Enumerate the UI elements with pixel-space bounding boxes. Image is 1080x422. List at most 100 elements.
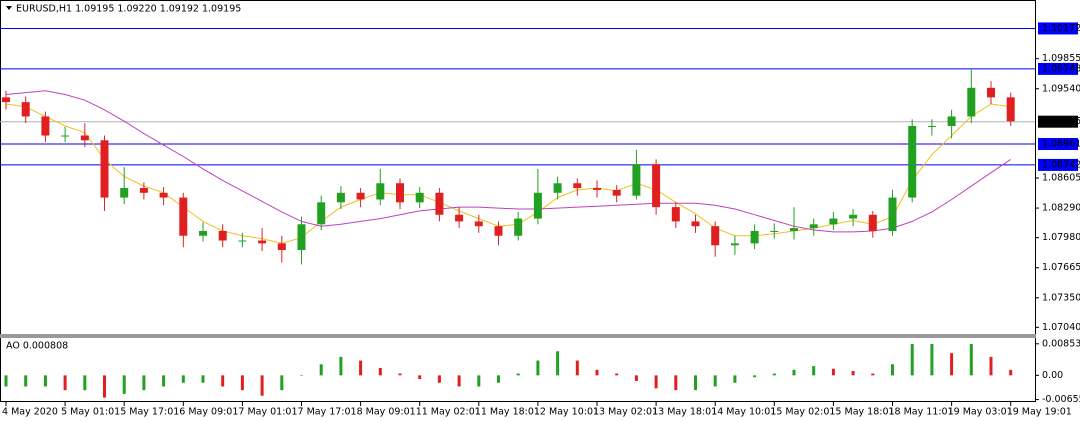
candle-body bbox=[139, 188, 148, 193]
level-label: 1.08961 bbox=[1042, 139, 1080, 150]
y-tick-label: 1.09540 bbox=[1042, 83, 1080, 94]
candle-body bbox=[770, 230, 779, 232]
ao-bar bbox=[713, 375, 717, 387]
y-tick-label: 1.08605 bbox=[1042, 172, 1080, 183]
candle-body bbox=[61, 135, 70, 137]
candle-body bbox=[80, 135, 89, 141]
candle-body bbox=[868, 214, 877, 231]
ao-bar bbox=[772, 373, 776, 376]
ao-bar bbox=[674, 375, 678, 391]
level-label-box bbox=[1038, 22, 1078, 35]
ao-bar bbox=[201, 375, 205, 383]
ao-bar bbox=[398, 373, 402, 376]
ao-bar bbox=[378, 367, 382, 376]
candle-body bbox=[336, 192, 345, 203]
candle-body bbox=[829, 218, 838, 225]
ao-bar bbox=[63, 375, 67, 391]
candle-body bbox=[908, 125, 917, 198]
x-tick-label: 6 May 09:01 bbox=[179, 407, 238, 418]
candle-body bbox=[297, 224, 306, 251]
candle-body bbox=[711, 226, 720, 246]
candle-body bbox=[415, 192, 424, 203]
ao-bar bbox=[851, 370, 855, 376]
candle-body bbox=[987, 87, 995, 98]
candle-body bbox=[750, 230, 759, 244]
ao-bar bbox=[240, 375, 244, 391]
ao-bar bbox=[556, 351, 560, 376]
candle-body bbox=[573, 183, 582, 189]
ao-bar bbox=[615, 373, 619, 376]
candle-body bbox=[396, 183, 404, 203]
panel-separator bbox=[0, 334, 1036, 338]
candle-body bbox=[2, 97, 10, 103]
x-tick-label: 5 May 01:01 bbox=[61, 407, 120, 418]
chart-title: EURUSD,H1 1.09195 1.09220 1.09192 1.0919… bbox=[16, 4, 241, 15]
candle-body bbox=[632, 164, 641, 196]
ao-bar bbox=[969, 343, 973, 376]
ao-bar bbox=[260, 375, 264, 396]
level-label-box bbox=[1038, 138, 1078, 151]
ao-bar bbox=[24, 375, 28, 387]
candle-body bbox=[612, 189, 621, 196]
candle-body bbox=[179, 197, 188, 236]
ao-bar bbox=[221, 375, 225, 387]
candle-body bbox=[159, 192, 168, 198]
ao-bar bbox=[930, 343, 934, 376]
candle-body bbox=[494, 226, 503, 236]
candle-body bbox=[533, 192, 542, 219]
y-tick-label: 1.09855 bbox=[1042, 53, 1080, 64]
ao-bar bbox=[871, 373, 875, 376]
x-tick-label: 4 May 2020 bbox=[2, 407, 58, 418]
candle-body bbox=[277, 243, 286, 251]
x-tick-label: 13 May 02:01 bbox=[593, 407, 658, 418]
ao-bar bbox=[989, 356, 993, 376]
y-tick-label: 0.00853 bbox=[1042, 338, 1080, 349]
ao-bar bbox=[339, 356, 343, 376]
ao-bar bbox=[477, 375, 481, 387]
ao-bar bbox=[812, 366, 816, 376]
ao-bar bbox=[516, 373, 520, 376]
ao-bar bbox=[162, 375, 166, 387]
ao-bar bbox=[142, 375, 146, 391]
ao-bar bbox=[831, 368, 835, 376]
candle-body bbox=[100, 140, 109, 198]
candle-body bbox=[947, 116, 956, 126]
ao-bar bbox=[753, 375, 757, 378]
menu-arrow[interactable] bbox=[6, 6, 12, 10]
candle-body bbox=[888, 197, 897, 231]
candle-body bbox=[967, 87, 976, 117]
x-tick-label: 19 May 19:01 bbox=[1007, 407, 1072, 418]
y-tick-label: 1.07350 bbox=[1042, 292, 1080, 303]
y-tick-label: 1.07665 bbox=[1042, 262, 1080, 273]
y-tick-label: 1.08290 bbox=[1042, 203, 1080, 214]
ao-bar bbox=[319, 364, 323, 376]
x-tick-label: 15 May 02:01 bbox=[770, 407, 835, 418]
x-tick-label: 12 May 10:01 bbox=[534, 407, 599, 418]
candle-body bbox=[849, 214, 858, 219]
level-label-box bbox=[1038, 158, 1078, 171]
ao-bar bbox=[122, 375, 126, 394]
moving-average bbox=[5, 90, 1011, 233]
candle-body bbox=[356, 192, 365, 200]
candle-body bbox=[120, 188, 129, 198]
candle-body bbox=[317, 202, 326, 225]
x-tick-label: 5 May 17:01 bbox=[120, 407, 179, 418]
last-price-label: 1.09195 bbox=[1042, 116, 1080, 127]
candle-body bbox=[21, 102, 30, 117]
candle-body bbox=[927, 125, 936, 127]
y-tick-label: 1.07980 bbox=[1042, 232, 1080, 243]
x-tick-label: 7 May 01:01 bbox=[238, 407, 297, 418]
x-tick-label: 8 May 09:01 bbox=[357, 407, 416, 418]
ao-bar bbox=[300, 375, 303, 376]
candle-body bbox=[376, 183, 385, 200]
ao-bar bbox=[418, 375, 422, 380]
candle-body bbox=[809, 224, 818, 229]
x-tick-label: 13 May 18:01 bbox=[652, 407, 717, 418]
candle-body bbox=[652, 164, 661, 208]
candle-body bbox=[41, 116, 50, 136]
x-tick-label: 11 May 18:01 bbox=[475, 407, 540, 418]
ao-bar bbox=[457, 375, 461, 387]
ao-bar bbox=[4, 375, 8, 387]
candle-body bbox=[553, 183, 562, 193]
